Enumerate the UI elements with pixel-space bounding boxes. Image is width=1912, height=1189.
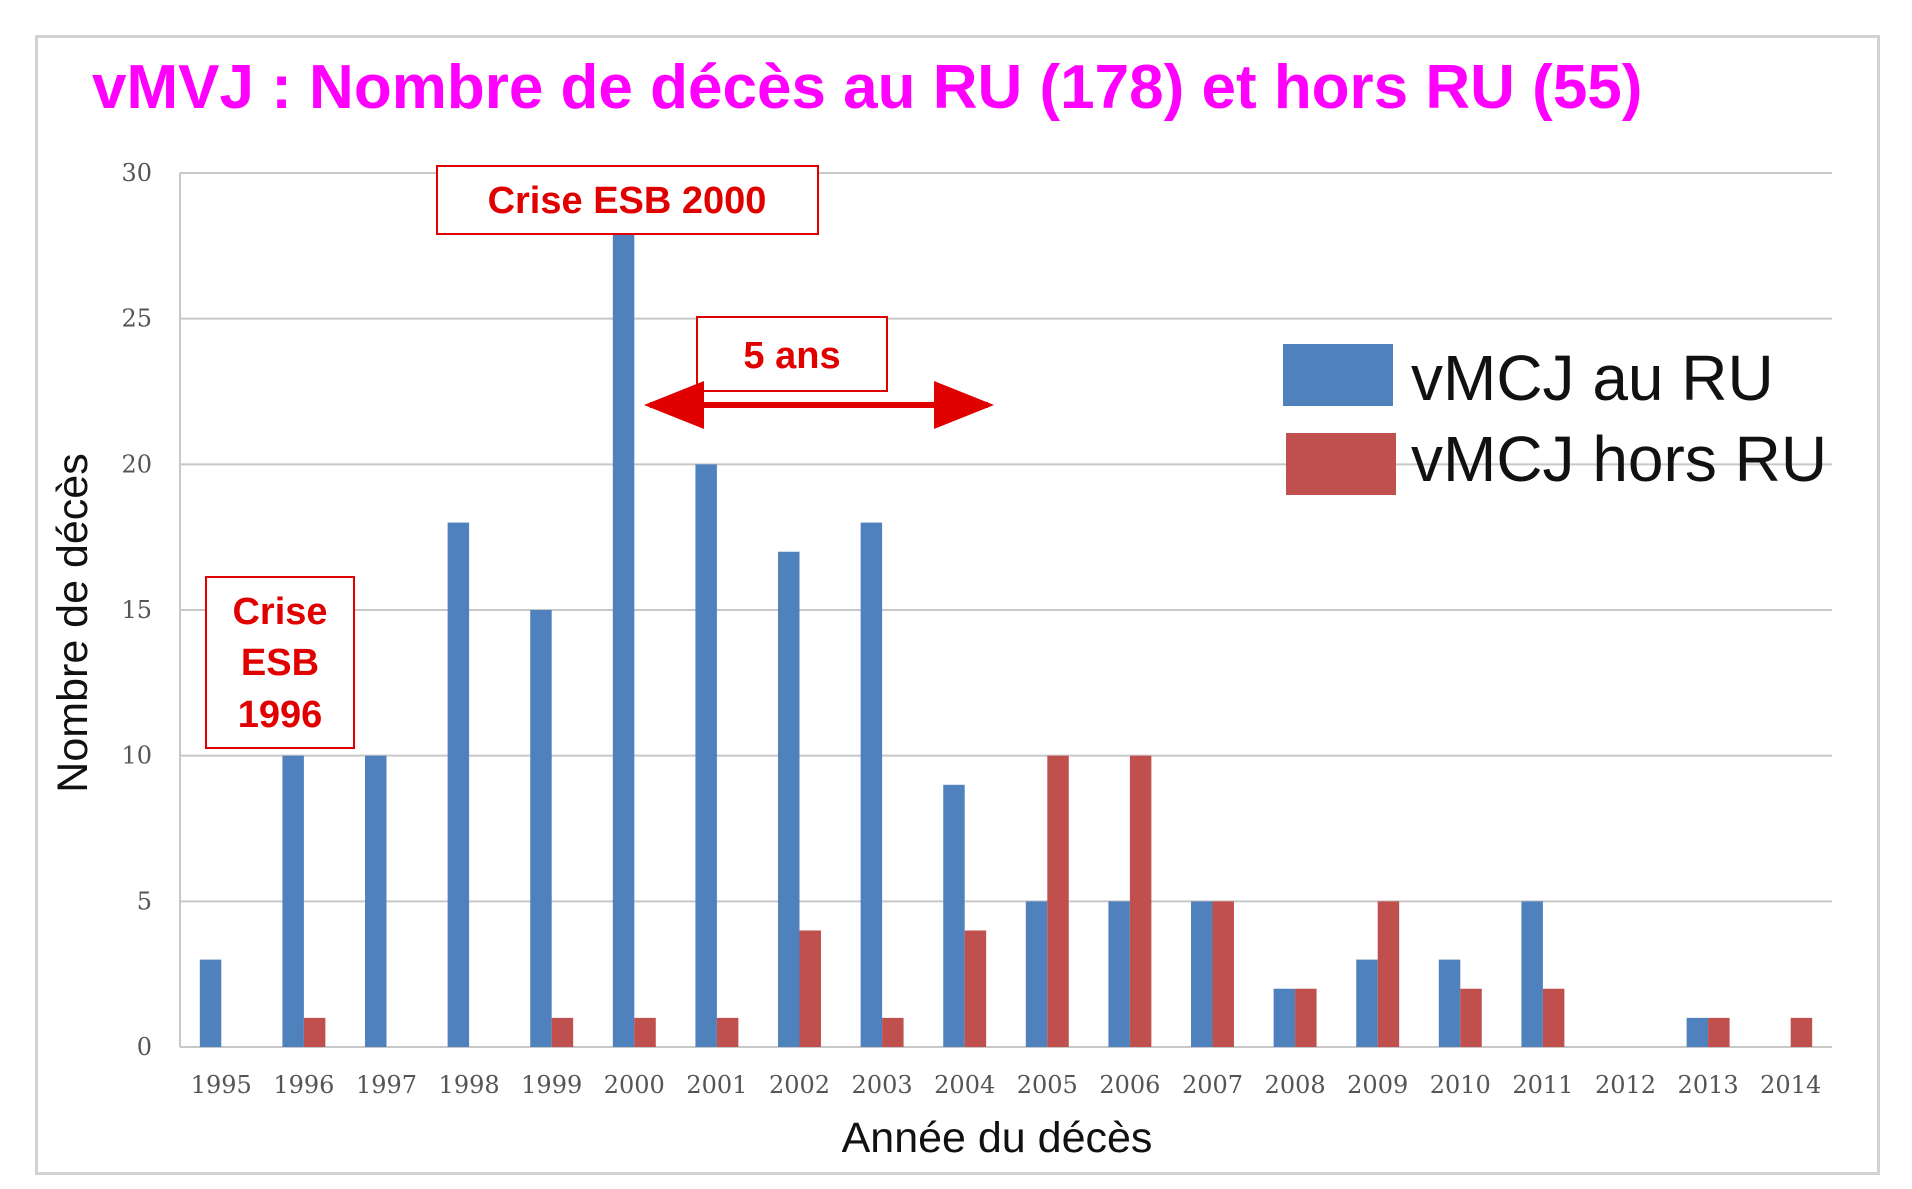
bar-ru-1998 [447, 522, 470, 1047]
y-tick-label: 0 [137, 1033, 152, 1061]
x-tick-label: 2005 [1017, 1071, 1078, 1099]
chart-title: vMVJ : Nombre de décès au RU (178) et ho… [92, 53, 1643, 122]
x-tick-label: 2003 [852, 1071, 913, 1099]
legend: vMCJ au RU vMCJ hors RU [1283, 342, 1827, 495]
bar-ru-2001 [695, 464, 717, 1047]
bar-ru-2008 [1273, 988, 1296, 1047]
bar-hors-ru-2006 [1129, 755, 1152, 1047]
bar-ru-2007 [1191, 901, 1213, 1047]
x-tick-label: 1997 [356, 1071, 417, 1099]
x-tick-label: 2006 [1099, 1071, 1160, 1099]
bar-ru-2013 [1686, 1017, 1709, 1047]
bar-hors-ru-2005 [1047, 755, 1069, 1047]
y-tick-label: 30 [121, 159, 152, 187]
x-tick-label: 2008 [1265, 1071, 1326, 1099]
annotation-text-crise-2000: Crise ESB 2000 [488, 180, 767, 222]
bar-ru-2000 [612, 231, 635, 1047]
x-tick-label: 1996 [273, 1071, 334, 1099]
annotation-text-crise-1996-line2: ESB [241, 642, 319, 684]
bar-hors-ru-2000 [634, 1017, 656, 1047]
bar-hors-ru-2002 [799, 930, 821, 1047]
x-tick-label: 1999 [521, 1071, 582, 1099]
x-tick-label: 2007 [1182, 1071, 1243, 1099]
bar-hors-ru-2003 [882, 1017, 904, 1047]
bar-hors-ru-1996 [303, 1017, 326, 1047]
y-axis-label: Nombre de décès [49, 453, 97, 792]
x-tick-label: 2001 [686, 1071, 747, 1099]
bar-hors-ru-2007 [1212, 901, 1234, 1047]
legend-swatch-ru [1283, 344, 1393, 406]
y-tick-label: 15 [121, 596, 152, 624]
y-tick-label: 20 [121, 450, 152, 478]
bar-ru-2009 [1356, 959, 1378, 1047]
annotation-5-ans: 5 ans [644, 316, 994, 429]
gridlines [179, 172, 1832, 1048]
x-tick-label: 2014 [1760, 1071, 1821, 1099]
x-tick-label: 2012 [1595, 1071, 1656, 1099]
legend-label-ru: vMCJ au RU [1411, 342, 1774, 414]
annotation-box-crise-2000 [436, 165, 819, 235]
x-tick-labels: 1995 1996 1997 1998 1999 2000 2001 2002 2003 2004… [191, 1071, 1821, 1099]
annotation-box-crise-1996 [205, 576, 355, 749]
bar-ru-1999 [530, 610, 552, 1047]
bar-ru-2011 [1521, 901, 1543, 1047]
bar-hors-ru-2010 [1460, 988, 1482, 1047]
bar-hors-ru-2014 [1790, 1017, 1813, 1047]
annotation-text-5-ans: 5 ans [743, 335, 840, 377]
bar-ru-2003 [860, 522, 883, 1047]
y-tick-label: 10 [121, 742, 152, 770]
y-tick-label: 25 [121, 305, 152, 333]
bar-ru-1997 [365, 755, 387, 1047]
bar-ru-2010 [1438, 959, 1461, 1047]
bar-hors-ru-1999 [551, 1017, 574, 1047]
y-tick-labels: 0 5 10 15 20 25 30 [121, 159, 152, 1061]
x-tick-label: 2009 [1347, 1071, 1408, 1099]
bar-ru-2004 [943, 784, 965, 1047]
bar-ru-2006 [1108, 901, 1130, 1047]
x-tick-label: 2000 [604, 1071, 665, 1099]
bar-ru-1996 [282, 755, 304, 1047]
bar-hors-ru-2001 [716, 1017, 739, 1047]
bar-hors-ru-2004 [964, 930, 987, 1047]
annotation-text-crise-1996-line3: 1996 [238, 694, 323, 736]
bars [199, 231, 1813, 1047]
annotation-box-5-ans [696, 316, 888, 392]
y-tick-label: 5 [137, 887, 152, 915]
x-tick-label: 1998 [439, 1071, 500, 1099]
bar-ru-1995 [199, 959, 222, 1047]
chart-frame [35, 35, 1880, 1175]
bar-hors-ru-2008 [1295, 988, 1317, 1047]
bar-hors-ru-2011 [1542, 988, 1565, 1047]
x-tick-label: 2013 [1678, 1071, 1739, 1099]
x-axis-label: Année du décès [842, 1114, 1153, 1162]
x-tick-label: 2004 [934, 1071, 995, 1099]
x-tick-label: 2002 [769, 1071, 830, 1099]
legend-label-hors-ru: vMCJ hors RU [1411, 423, 1827, 495]
bar-ru-2005 [1025, 901, 1048, 1047]
bar-hors-ru-2013 [1708, 1017, 1730, 1047]
legend-swatch-hors-ru [1286, 433, 1396, 495]
x-tick-label: 2011 [1512, 1071, 1573, 1099]
annotation-crise-1996: Crise ESB 1996 [205, 576, 355, 749]
x-tick-label: 1995 [191, 1071, 252, 1099]
x-tick-label: 2010 [1430, 1071, 1491, 1099]
annotation-crise-2000: Crise ESB 2000 [436, 165, 819, 235]
annotation-text-crise-1996-line1: Crise [232, 591, 327, 633]
bar-ru-2002 [778, 551, 800, 1047]
bar-hors-ru-2009 [1377, 901, 1400, 1047]
